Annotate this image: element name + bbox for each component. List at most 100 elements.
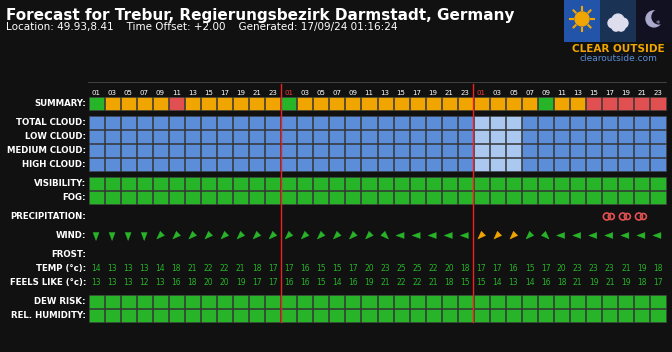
- Bar: [378, 295, 392, 308]
- Bar: [538, 130, 553, 143]
- Bar: [297, 191, 312, 204]
- Bar: [458, 309, 473, 322]
- Bar: [474, 158, 489, 171]
- Bar: [425, 144, 441, 157]
- Bar: [634, 295, 649, 308]
- Text: SUMMARY:: SUMMARY:: [34, 99, 86, 108]
- Bar: [297, 295, 312, 308]
- Bar: [297, 97, 312, 110]
- Bar: [217, 97, 232, 110]
- Bar: [297, 158, 312, 171]
- Bar: [329, 158, 344, 171]
- Bar: [313, 130, 329, 143]
- Bar: [120, 130, 136, 143]
- Bar: [313, 177, 329, 190]
- Bar: [169, 116, 184, 129]
- Bar: [554, 97, 569, 110]
- Bar: [89, 191, 103, 204]
- Text: 23: 23: [573, 264, 583, 273]
- Bar: [602, 130, 618, 143]
- Text: 03: 03: [300, 90, 309, 96]
- Text: PRECIPITATION:: PRECIPITATION:: [10, 212, 86, 221]
- Bar: [345, 177, 360, 190]
- Bar: [136, 177, 152, 190]
- Bar: [105, 309, 120, 322]
- Bar: [362, 158, 376, 171]
- Polygon shape: [269, 231, 277, 239]
- Bar: [442, 177, 457, 190]
- Bar: [313, 97, 329, 110]
- Text: 18: 18: [187, 278, 197, 287]
- Bar: [506, 309, 521, 322]
- Bar: [249, 116, 264, 129]
- Bar: [490, 309, 505, 322]
- Bar: [378, 191, 392, 204]
- Bar: [378, 116, 392, 129]
- Polygon shape: [189, 231, 197, 239]
- Text: FEELS LIKE (°c):: FEELS LIKE (°c):: [9, 278, 86, 287]
- Text: 16: 16: [171, 278, 181, 287]
- Bar: [586, 130, 601, 143]
- Bar: [153, 309, 168, 322]
- Text: REL. HUMIDITY:: REL. HUMIDITY:: [11, 311, 86, 320]
- Bar: [153, 97, 168, 110]
- Text: TEMP (°c):: TEMP (°c):: [36, 264, 86, 273]
- Text: 05: 05: [317, 90, 325, 96]
- Bar: [506, 144, 521, 157]
- Bar: [249, 97, 264, 110]
- Bar: [169, 295, 184, 308]
- Bar: [313, 116, 329, 129]
- Bar: [105, 97, 120, 110]
- Bar: [185, 97, 200, 110]
- Bar: [345, 116, 360, 129]
- Bar: [474, 191, 489, 204]
- Text: 20: 20: [444, 264, 454, 273]
- Bar: [650, 177, 665, 190]
- Bar: [618, 177, 634, 190]
- Bar: [570, 116, 585, 129]
- Bar: [506, 191, 521, 204]
- Bar: [522, 158, 537, 171]
- Bar: [153, 116, 168, 129]
- Text: 14: 14: [91, 264, 101, 273]
- Bar: [249, 158, 264, 171]
- Bar: [201, 97, 216, 110]
- Bar: [329, 116, 344, 129]
- Text: 03: 03: [493, 90, 502, 96]
- Bar: [329, 130, 344, 143]
- Bar: [185, 295, 200, 308]
- Bar: [217, 295, 232, 308]
- Bar: [281, 191, 296, 204]
- Text: 07: 07: [333, 90, 341, 96]
- Bar: [554, 177, 569, 190]
- Bar: [602, 177, 618, 190]
- Bar: [564, 0, 600, 42]
- Polygon shape: [205, 231, 212, 239]
- Bar: [522, 309, 537, 322]
- Polygon shape: [333, 231, 341, 239]
- Bar: [425, 130, 441, 143]
- Polygon shape: [173, 231, 181, 239]
- Text: 13: 13: [108, 264, 117, 273]
- Bar: [169, 158, 184, 171]
- Bar: [136, 116, 152, 129]
- Polygon shape: [526, 231, 534, 239]
- Bar: [136, 158, 152, 171]
- Text: 21: 21: [429, 278, 438, 287]
- Polygon shape: [237, 231, 245, 239]
- Bar: [618, 158, 634, 171]
- Bar: [490, 191, 505, 204]
- Circle shape: [618, 18, 628, 28]
- Bar: [425, 97, 441, 110]
- Bar: [105, 177, 120, 190]
- Bar: [410, 295, 425, 308]
- Bar: [618, 295, 634, 308]
- Bar: [586, 116, 601, 129]
- Text: 21: 21: [638, 90, 646, 96]
- Bar: [634, 144, 649, 157]
- Bar: [169, 191, 184, 204]
- Bar: [410, 144, 425, 157]
- Bar: [425, 116, 441, 129]
- Bar: [362, 177, 376, 190]
- Text: 13: 13: [91, 278, 101, 287]
